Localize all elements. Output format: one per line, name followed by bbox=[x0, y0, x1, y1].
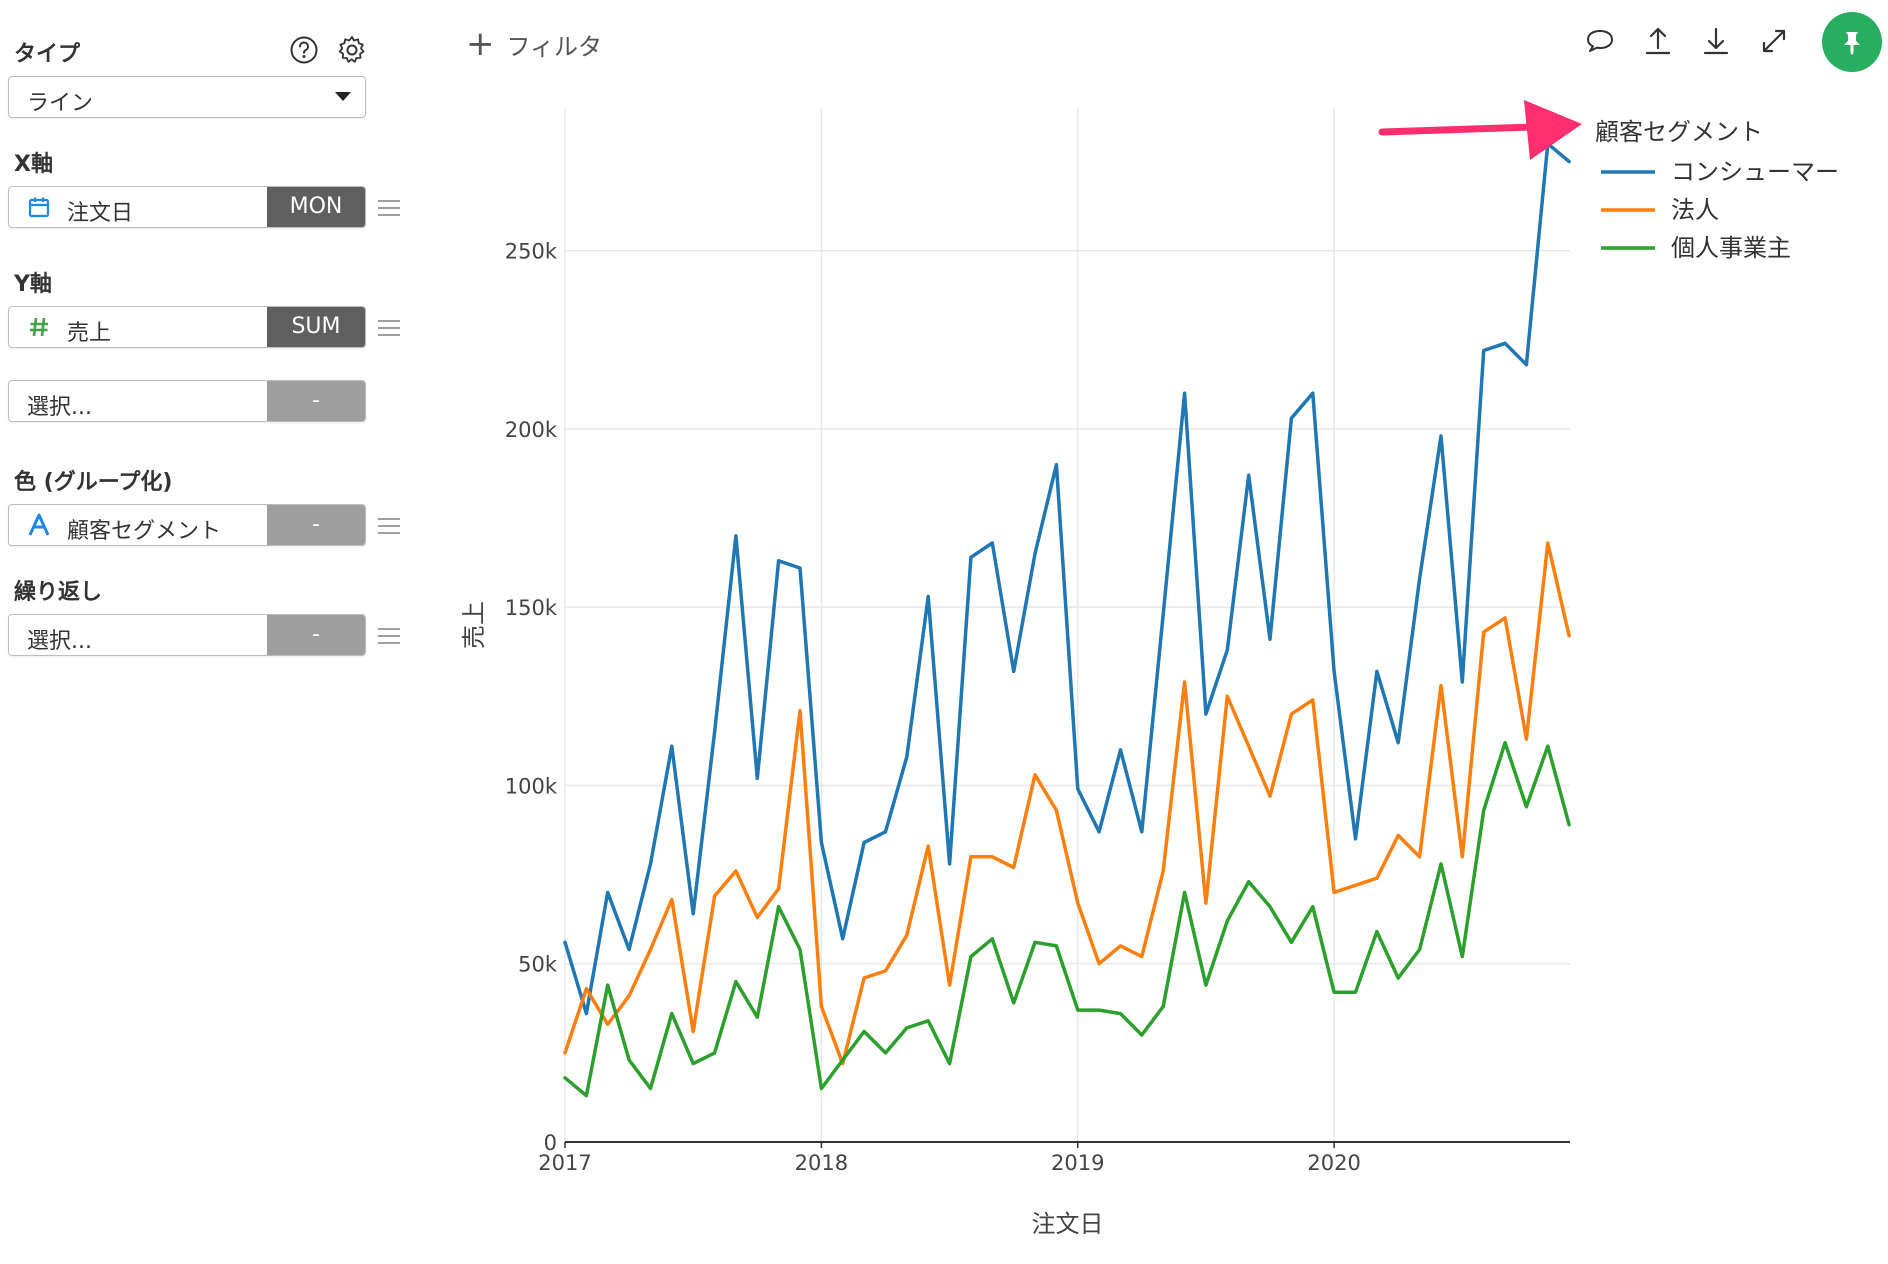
color-group-label: 色 (グループ化) bbox=[14, 470, 173, 495]
series-line[interactable] bbox=[563, 141, 1571, 1016]
x-axis-aggregation[interactable]: MON bbox=[267, 187, 365, 227]
hash-icon bbox=[30, 317, 48, 337]
y-tick-label: 50k bbox=[518, 953, 558, 977]
x-axis-field[interactable]: 注文日 MON bbox=[8, 186, 366, 228]
y-tick-label: 150k bbox=[505, 596, 558, 620]
comment-icon[interactable] bbox=[1583, 24, 1617, 58]
x-axis-title: 注文日 bbox=[1032, 1210, 1104, 1238]
pin-icon bbox=[1844, 32, 1860, 55]
repeat-menu-icon[interactable] bbox=[378, 628, 400, 646]
y-axis-field-name: 売上 bbox=[67, 321, 112, 346]
chart-type-value: ライン bbox=[27, 91, 94, 116]
x-axis-field-name: 注文日 bbox=[67, 201, 134, 226]
color-field-aggregation[interactable]: - bbox=[267, 505, 365, 545]
color-field-name: 顧客セグメント bbox=[67, 519, 222, 544]
gear-icon[interactable] bbox=[336, 34, 368, 66]
pin-button[interactable] bbox=[1822, 12, 1882, 72]
x-tick-label: 2019 bbox=[1051, 1151, 1104, 1175]
y-axis-title: 売上 bbox=[460, 601, 488, 649]
y-axis-aggregation[interactable]: SUM bbox=[267, 307, 365, 347]
line-chart: 0 50k 100k 150k 200k 250k 2017 2018 2019 2020 注文日 売… bbox=[460, 100, 1839, 1238]
expand-icon[interactable] bbox=[1757, 24, 1791, 58]
help-icon[interactable] bbox=[288, 34, 320, 66]
x-axis-menu-icon[interactable] bbox=[378, 200, 400, 218]
y-axis-second-field[interactable]: 選択... - bbox=[8, 380, 366, 422]
repeat-field[interactable]: 選択... - bbox=[8, 614, 366, 656]
color-field[interactable]: 顧客セグメント - bbox=[8, 504, 366, 546]
y-tick-label: 200k bbox=[505, 418, 558, 442]
x-axis-label: X軸 bbox=[14, 152, 53, 177]
repeat-aggregation[interactable]: - bbox=[267, 615, 365, 655]
legend-label[interactable]: コンシューマー bbox=[1671, 158, 1839, 186]
chart-type-select[interactable]: ライン bbox=[8, 76, 366, 118]
y-tick-label: 0 bbox=[544, 1131, 557, 1155]
upload-icon[interactable] bbox=[1641, 24, 1675, 58]
y-tick-label: 100k bbox=[505, 774, 558, 798]
text-type-icon bbox=[28, 513, 50, 536]
filter-label: フィルタ bbox=[506, 32, 603, 61]
color-menu-icon[interactable] bbox=[378, 518, 400, 536]
chart-config-panel: タイプ ライン X軸 注文日 MON Y軸 売上 SUM 選択... - bbox=[0, 0, 420, 1264]
y-tick-label: 250k bbox=[505, 240, 558, 264]
x-tick-label: 2020 bbox=[1307, 1151, 1360, 1175]
add-filter-button[interactable]: + フィルタ bbox=[466, 24, 602, 64]
legend-title: 顧客セグメント bbox=[1595, 118, 1763, 146]
annotation-arrow-head bbox=[1524, 100, 1582, 160]
legend-label[interactable]: 個人事業主 bbox=[1671, 234, 1791, 262]
calendar-icon bbox=[28, 197, 50, 218]
legend-label[interactable]: 法人 bbox=[1671, 196, 1719, 224]
series-line[interactable] bbox=[563, 541, 1571, 1066]
series-line[interactable] bbox=[563, 740, 1571, 1098]
y-axis-second-aggregation[interactable]: - bbox=[267, 381, 365, 421]
y-axis-label: Y軸 bbox=[14, 272, 52, 297]
annotation-arrow-shaft bbox=[1378, 123, 1536, 136]
x-tick-label: 2017 bbox=[538, 1151, 591, 1175]
plus-icon: + bbox=[466, 24, 495, 64]
type-label: タイプ bbox=[14, 42, 81, 67]
chevron-down-icon bbox=[335, 92, 351, 101]
repeat-label: 繰り返し bbox=[14, 580, 103, 605]
repeat-placeholder: 選択... bbox=[27, 629, 92, 654]
y-axis-second-placeholder: 選択... bbox=[27, 395, 92, 420]
x-tick-label: 2018 bbox=[795, 1151, 848, 1175]
y-axis-menu-icon[interactable] bbox=[378, 320, 400, 338]
y-axis-field[interactable]: 売上 SUM bbox=[8, 306, 366, 348]
download-icon[interactable] bbox=[1699, 24, 1733, 58]
